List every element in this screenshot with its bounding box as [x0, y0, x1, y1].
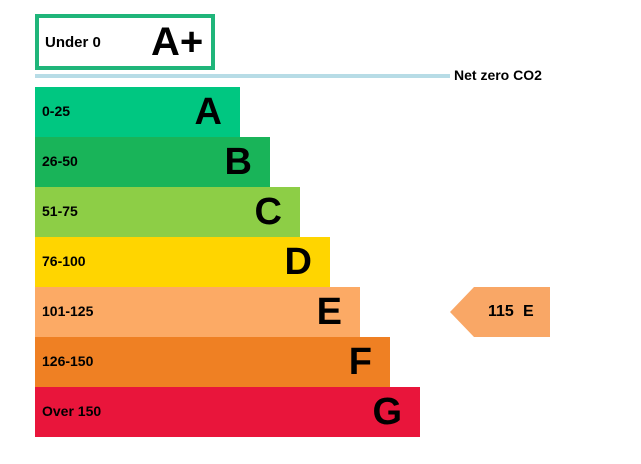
band-letter: G: [372, 391, 402, 433]
current-rating-arrow: [450, 287, 550, 337]
net-zero-line: [35, 74, 450, 78]
band-range-label: Under 0: [45, 34, 101, 51]
band-letter: A: [194, 91, 222, 133]
band-range-label: 126-150: [42, 353, 94, 369]
rating-band-a: 0-25 A: [35, 87, 240, 137]
rating-band-c: 51-75 C: [35, 187, 300, 237]
rating-band-d: 76-100 D: [35, 237, 330, 287]
band-letter: C: [254, 191, 282, 233]
band-range-label: 51-75: [42, 203, 78, 219]
current-rating-letter: E: [523, 303, 534, 320]
current-rating-indicator: 115 E: [450, 287, 550, 337]
band-range-label: 101-125: [42, 303, 94, 319]
rating-band-g: Over 150 G: [35, 387, 420, 437]
band-range-label: 76-100: [42, 253, 86, 269]
rating-band-f: 126-150 F: [35, 337, 390, 387]
band-letter: B: [224, 141, 252, 183]
band-range-label: 0-25: [42, 103, 71, 119]
band-range-label: 26-50: [42, 153, 78, 169]
band-letter: D: [284, 241, 312, 283]
band-letter: A+: [151, 20, 204, 64]
rating-band-a-plus: Under 0 A+: [35, 14, 215, 70]
band-range-label: Over 150: [42, 403, 102, 419]
band-letter: F: [348, 341, 372, 383]
rating-band-e: 101-125 E: [35, 287, 360, 337]
net-zero-label: Net zero CO2: [454, 67, 542, 83]
rating-band-b: 26-50 B: [35, 137, 270, 187]
current-rating-value: 115: [488, 303, 514, 320]
band-letter: E: [316, 291, 342, 333]
